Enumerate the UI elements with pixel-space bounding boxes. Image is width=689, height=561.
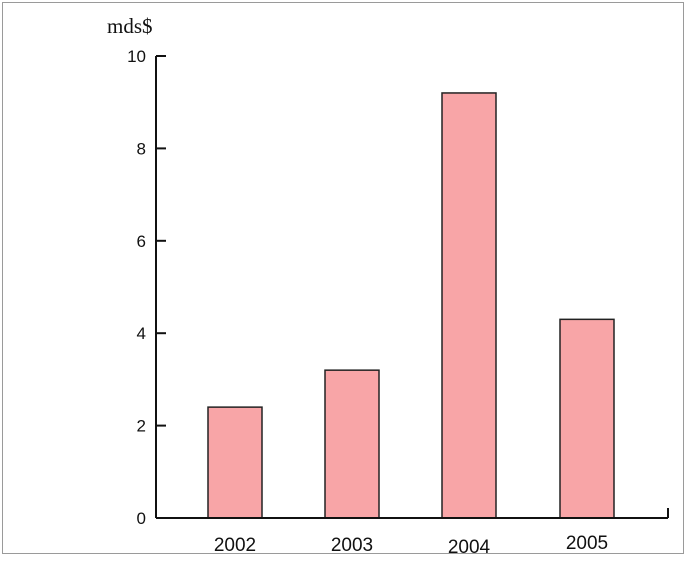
x-category-label: 2002 <box>214 535 256 556</box>
bar-2003 <box>324 369 380 519</box>
x-category-label: 2003 <box>331 535 373 556</box>
y-tick-label: 0 <box>137 509 146 528</box>
y-tick-label: 2 <box>137 417 146 436</box>
y-tick-label: 8 <box>137 139 146 158</box>
y-axis-unit-label: mds$ <box>107 14 153 38</box>
y-tick-label: 4 <box>137 324 146 343</box>
y-axis-ticks: 0 2 4 6 8 10 <box>127 47 166 528</box>
y-tick-label: 6 <box>137 232 146 251</box>
x-category-label: 2005 <box>566 533 608 554</box>
y-tick-label: 10 <box>127 47 146 66</box>
bar-2004 <box>441 92 497 519</box>
bar-chart: mds$ 0 2 4 6 8 10 2002 2003 2004 2005 <box>107 14 669 558</box>
bar-2002 <box>207 406 263 519</box>
x-axis-labels: 2002 2003 2004 2005 <box>214 533 608 558</box>
bar-series <box>207 92 615 519</box>
bar-2005 <box>559 318 615 519</box>
x-category-label: 2004 <box>448 537 491 558</box>
